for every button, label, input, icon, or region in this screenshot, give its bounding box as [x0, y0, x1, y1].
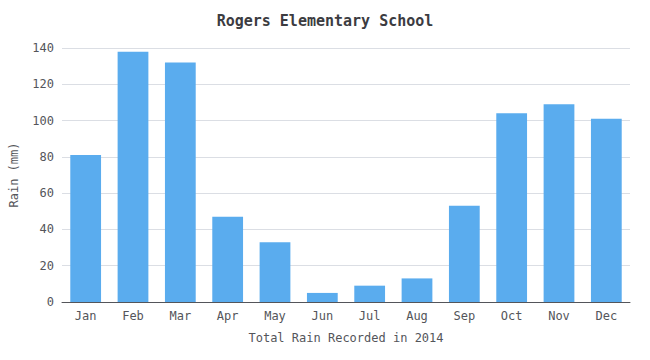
svg-text:Aug: Aug: [406, 309, 428, 323]
svg-text:Mar: Mar: [169, 309, 191, 323]
svg-text:Rogers Elementary School: Rogers Elementary School: [217, 12, 434, 30]
svg-text:Sep: Sep: [453, 309, 475, 323]
svg-text:Nov: Nov: [548, 309, 570, 323]
svg-text:120: 120: [32, 77, 54, 91]
svg-text:140: 140: [32, 41, 54, 55]
svg-text:Feb: Feb: [122, 309, 144, 323]
svg-text:Dec: Dec: [595, 309, 617, 323]
svg-text:100: 100: [32, 114, 54, 128]
svg-text:Rain (mm): Rain (mm): [7, 142, 21, 207]
svg-text:80: 80: [40, 150, 54, 164]
svg-text:60: 60: [40, 186, 54, 200]
svg-text:20: 20: [40, 259, 54, 273]
svg-text:0: 0: [47, 295, 54, 309]
svg-text:Apr: Apr: [217, 309, 239, 323]
svg-text:Jul: Jul: [359, 309, 381, 323]
svg-text:40: 40: [40, 222, 54, 236]
svg-text:Jun: Jun: [311, 309, 333, 323]
svg-text:Jan: Jan: [75, 309, 97, 323]
svg-text:Oct: Oct: [501, 309, 523, 323]
svg-text:Total Rain Recorded in 2014: Total Rain Recorded in 2014: [248, 331, 443, 345]
svg-text:May: May: [264, 309, 286, 323]
